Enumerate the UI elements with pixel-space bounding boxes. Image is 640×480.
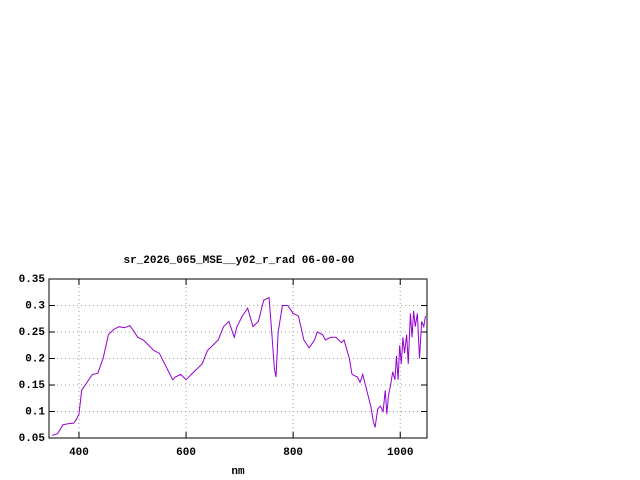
x-axis-label: nm [231, 466, 245, 478]
plot-border [48, 278, 428, 439]
y-tick-label: 0.3 [25, 300, 45, 312]
x-tick-label: 600 [176, 447, 196, 459]
y-tick-label: 0.15 [19, 380, 46, 392]
x-tick-label: 400 [69, 447, 89, 459]
y-tick-label: 0.25 [19, 327, 46, 339]
y-tick-label: 0.1 [25, 406, 45, 418]
y-tick-label: 0.35 [19, 274, 46, 286]
y-tick-label: 0.05 [19, 433, 46, 445]
x-tick-label: 1000 [387, 447, 413, 459]
y-tick-label: 0.2 [25, 353, 45, 365]
chart-title: sr_2026_065_MSE__y02_r_rad 06-00-00 [123, 255, 354, 267]
data-line [52, 296, 426, 436]
x-tick-label: 800 [283, 447, 303, 459]
